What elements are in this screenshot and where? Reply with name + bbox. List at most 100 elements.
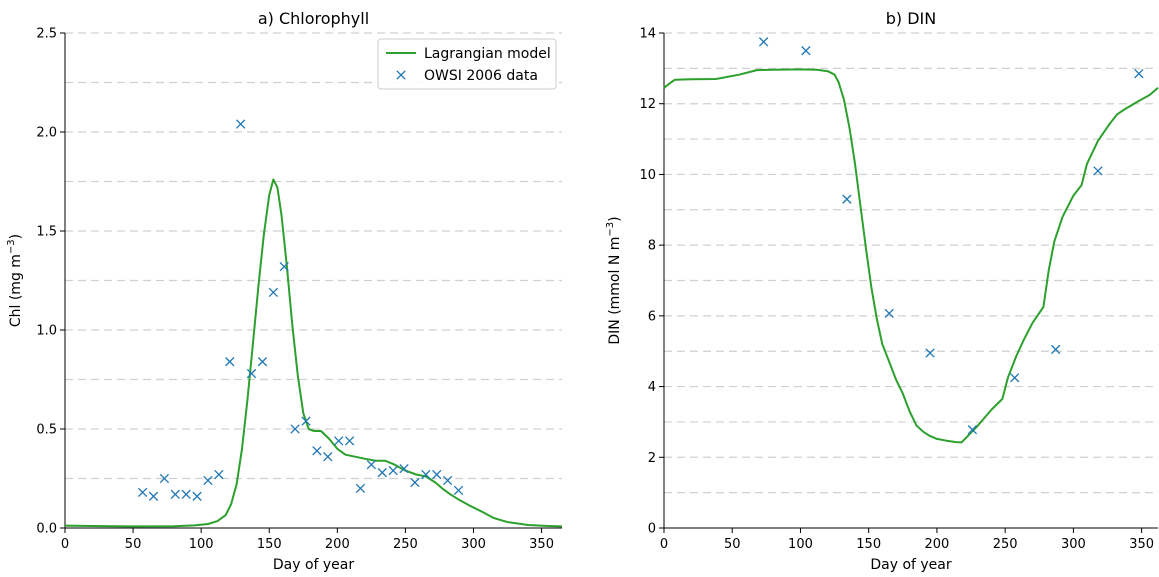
- legend-label: Lagrangian model: [424, 46, 551, 62]
- y-axis-label-superscript: −3: [6, 239, 17, 254]
- data-point: [1134, 69, 1144, 79]
- data-point: [399, 463, 409, 474]
- data-point-stroke: [453, 485, 464, 496]
- data-point-stroke: [925, 348, 935, 358]
- data-point-stroke: [148, 491, 159, 501]
- data-point-stroke: [801, 46, 811, 56]
- data-point: [842, 194, 852, 204]
- y-tick-label: 12: [639, 97, 656, 112]
- x-tick-label: 200: [325, 537, 350, 552]
- data-point: [225, 357, 235, 367]
- y-tick-label: 4: [648, 380, 656, 395]
- x-tick-label: 50: [724, 537, 741, 552]
- data-point: [453, 485, 464, 496]
- data-point-stroke: [181, 489, 191, 499]
- y-axis-label-main: DIN (mmol N m: [607, 237, 623, 345]
- data-point-stroke: [279, 261, 289, 272]
- data-point: [884, 308, 894, 319]
- data-point-stroke: [323, 452, 333, 462]
- data-point: [246, 368, 257, 379]
- data-point: [170, 489, 180, 499]
- y-axis-label-close: ): [8, 234, 24, 239]
- data-point-stroke: [967, 425, 978, 435]
- x-tick-label: 250: [393, 537, 418, 552]
- x-tick-label: 250: [993, 537, 1018, 552]
- data-point: [1010, 373, 1020, 383]
- x-tick-label: 0: [660, 537, 668, 552]
- x-tick-label: 150: [856, 537, 881, 552]
- legend: Lagrangian model OWSI 2006 data: [377, 38, 557, 90]
- data-point: [323, 452, 333, 462]
- data-point-stroke: [137, 487, 148, 498]
- data-point: [388, 465, 398, 476]
- y-axis-label: Chl (mg m−3): [6, 234, 24, 327]
- x-tick-label: 150: [257, 537, 282, 552]
- y-tick-label: 1.0: [36, 324, 57, 339]
- data-point-stroke: [842, 194, 852, 204]
- data-point: [377, 467, 387, 478]
- data-point: [159, 473, 170, 484]
- x-tick-label: 300: [461, 537, 486, 552]
- chart-din: 0 50 100 150 200 250 300 350 0 2 4 6 8 10 12 14 b) DIN Da…: [605, 9, 1159, 573]
- data-point-stroke: [1050, 344, 1061, 355]
- data-point-stroke: [192, 491, 202, 501]
- x-axis-label: Day of year: [273, 557, 355, 573]
- data-point: [290, 424, 300, 434]
- y-tick-label: 6: [648, 309, 656, 324]
- data-point: [758, 37, 769, 47]
- y-tick-label: 8: [648, 239, 656, 254]
- data-point: [268, 287, 278, 298]
- chart-title: b) DIN: [886, 9, 937, 28]
- y-tick-label: 0.5: [36, 423, 57, 438]
- y-axis-label-close: ): [607, 216, 623, 221]
- data-point-stroke: [268, 287, 278, 298]
- data-point: [925, 348, 935, 358]
- data-point: [344, 436, 355, 446]
- data-point-stroke: [334, 436, 344, 446]
- data-point-stroke: [225, 357, 235, 367]
- data-point-stroke: [1093, 166, 1103, 176]
- data-point-stroke: [235, 119, 246, 129]
- y-tick-label: 14: [639, 27, 656, 42]
- data-point-stroke: [203, 475, 213, 486]
- data-point: [442, 475, 453, 486]
- y-tick-label: 0.0: [36, 522, 57, 537]
- data-point: [235, 119, 246, 129]
- data-point: [203, 475, 213, 486]
- data-point: [137, 487, 148, 498]
- data-point: [214, 469, 224, 480]
- x-tick-label: 100: [788, 537, 813, 552]
- data-point-stroke: [884, 308, 894, 319]
- x-tick-label: 300: [1061, 537, 1086, 552]
- y-axis-label-main: Chl (mg m: [8, 254, 24, 327]
- data-point: [967, 425, 978, 435]
- x-axis-label: Day of year: [870, 557, 952, 573]
- chart-title: a) Chlorophyll: [258, 9, 369, 28]
- data-point-stroke: [214, 469, 224, 480]
- data-point: [432, 469, 442, 480]
- data-point-stroke: [344, 436, 355, 446]
- legend-marker-swatch: [396, 70, 406, 80]
- data-point-stroke: [1010, 373, 1020, 383]
- data-point-stroke: [377, 467, 387, 478]
- legend-box: [377, 38, 557, 90]
- data-point-stroke: [355, 483, 366, 494]
- x-tick-label: 100: [189, 537, 214, 552]
- model-line: [64, 178, 563, 528]
- y-tick-label: 2: [648, 451, 656, 466]
- data-point: [366, 459, 377, 470]
- data-point-stroke: [290, 424, 300, 434]
- data-point-stroke: [388, 465, 398, 476]
- legend-label: OWSI 2006 data: [424, 68, 538, 84]
- data-point-stroke: [159, 473, 170, 484]
- x-tick-label: 350: [1129, 537, 1154, 552]
- data-point: [355, 483, 366, 494]
- model-line: [663, 68, 1159, 444]
- data-point: [1093, 166, 1103, 176]
- x-tick-label: 350: [529, 537, 554, 552]
- data-point-stroke: [421, 469, 431, 480]
- x-tick-label: 0: [61, 537, 69, 552]
- chart-chlorophyll: 0 50 100 150 200 250 300 350 0.0 0.5 1.0 1.5 2.0 2.5 a…: [6, 9, 563, 573]
- y-tick-label: 2.0: [36, 126, 57, 141]
